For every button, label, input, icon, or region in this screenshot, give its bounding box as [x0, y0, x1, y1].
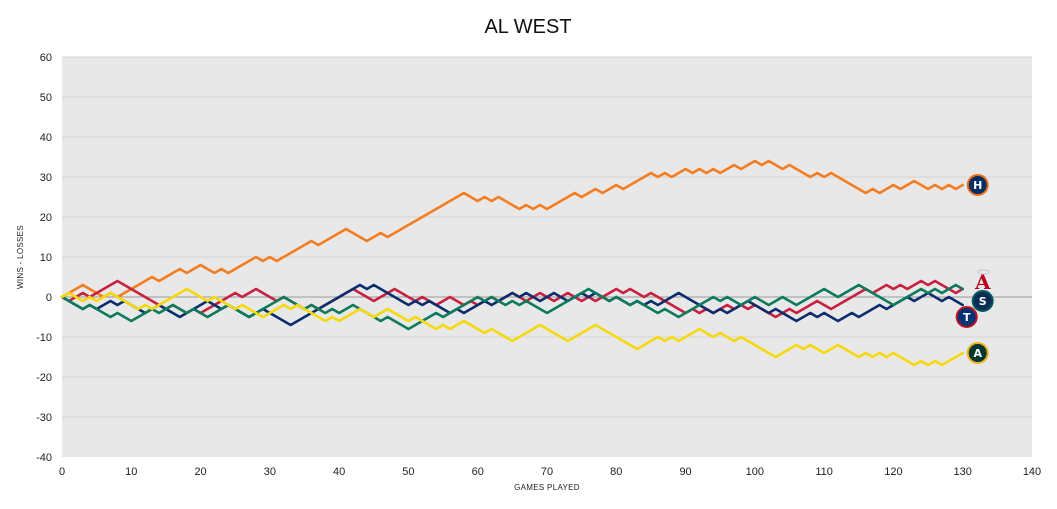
y-axis-ticks: 60 50 40 30 20 10 0 -10 -20 -30 -40 [36, 52, 52, 464]
x-tick-label: 60 [472, 466, 484, 478]
y-axis-label: WINS - LOSSES [16, 225, 25, 289]
series-line-astros [60, 159, 965, 299]
team-logo-angels: A [974, 269, 991, 294]
rangers-logo-letter: T [963, 311, 971, 324]
halo-icon [977, 269, 991, 275]
athletics-logo-icon [966, 342, 989, 364]
x-tick-label: 40 [333, 466, 345, 478]
series-lines [60, 159, 965, 367]
team-logo-rangers: T [955, 306, 978, 328]
y-tick-label: -30 [36, 412, 52, 424]
x-axis-ticks: 0 10 20 30 40 50 60 70 80 90 100 110 120 130 140 [59, 466, 1041, 478]
y-tick-label: 30 [40, 172, 52, 184]
x-tick-label: 70 [541, 466, 553, 478]
x-tick-label: 90 [679, 466, 691, 478]
y-tick-label: -10 [36, 332, 52, 344]
x-axis-label: GAMES PLAYED [514, 483, 580, 492]
chart-title: AL WEST [484, 16, 571, 38]
y-tick-label: -40 [36, 452, 52, 464]
y-tick-label: 60 [40, 52, 52, 64]
x-tick-label: 130 [954, 466, 972, 478]
x-tick-label: 110 [815, 466, 833, 478]
y-tick-label: -20 [36, 372, 52, 384]
mariners-logo-icon [971, 290, 994, 312]
x-tick-label: 20 [194, 466, 206, 478]
team-logo-astros: H [966, 174, 989, 196]
x-tick-label: 140 [1023, 466, 1041, 478]
series-line-mariners [60, 283, 965, 327]
mariners-logo-letter: S [979, 295, 987, 308]
series-line-rangers [60, 283, 965, 331]
x-tick-label: 10 [125, 466, 137, 478]
y-tick-label: 50 [40, 92, 52, 104]
y-tick-label: 0 [46, 292, 52, 304]
y-tick-label: 20 [40, 212, 52, 224]
x-tick-label: 100 [746, 466, 764, 478]
y-tick-label: 10 [40, 252, 52, 264]
rangers-logo-icon [955, 306, 978, 328]
y-tick-label: 40 [40, 132, 52, 144]
athletics-logo-letter: A [973, 347, 982, 360]
team-logo-athletics: A [966, 342, 989, 364]
x-tick-label: 80 [610, 466, 622, 478]
astros-logo-icon [966, 174, 989, 196]
x-tick-label: 30 [264, 466, 276, 478]
x-tick-label: 0 [59, 466, 65, 478]
gridlines [62, 56, 1032, 418]
series-line-athletics [60, 287, 965, 367]
astros-logo-letter: H [973, 179, 982, 192]
team-logo-mariners: S [971, 290, 994, 312]
angels-logo-icon: A [974, 270, 991, 294]
x-tick-label: 120 [884, 466, 902, 478]
x-tick-label: 50 [402, 466, 414, 478]
